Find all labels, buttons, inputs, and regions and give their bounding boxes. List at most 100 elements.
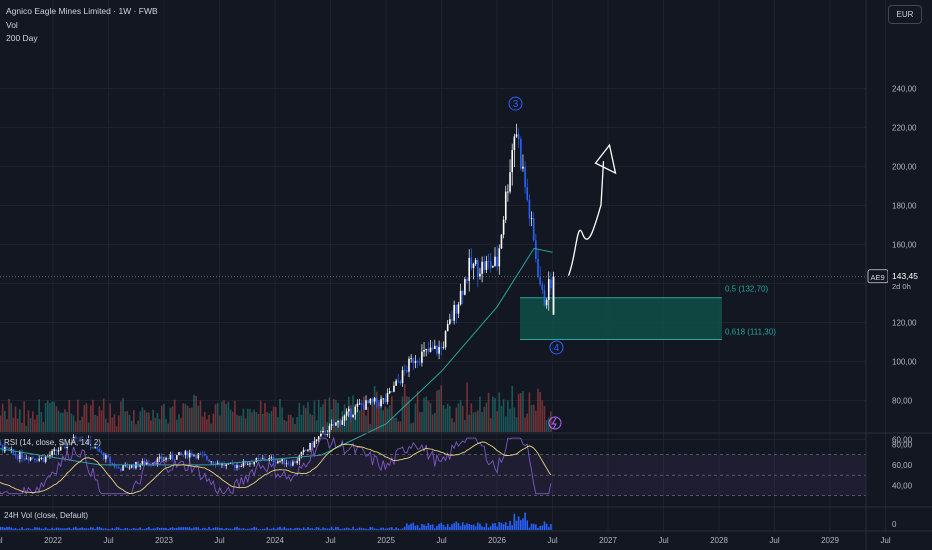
- candle-body: [257, 458, 260, 459]
- candle-body: [328, 425, 331, 435]
- volume-bar: [36, 415, 38, 432]
- vol24h-bar: [167, 528, 169, 530]
- vol24h-bar: [444, 526, 447, 530]
- chart-title[interactable]: Agnico Eagle Mines Limited · 1W · FWB: [6, 6, 158, 16]
- candle-body: [122, 465, 124, 471]
- vol24h-bar: [532, 523, 535, 530]
- volume-bar: [229, 409, 232, 432]
- volume-bar: [492, 396, 494, 432]
- candle-body: [102, 452, 105, 460]
- vol24h-legend[interactable]: 24H Vol (close, Default): [4, 511, 89, 520]
- candle-body: [532, 218, 535, 241]
- time-tick-label: Jul: [0, 536, 3, 545]
- volume-bar: [515, 417, 518, 432]
- volume-bar: [51, 401, 53, 432]
- candle-body: [421, 351, 423, 363]
- candle-body: [477, 260, 479, 277]
- candle-body: [300, 451, 303, 456]
- vol24h-bar: [302, 527, 305, 530]
- candle-body: [137, 461, 139, 467]
- projection-path[interactable]: [567, 161, 605, 276]
- volume-bar: [14, 406, 17, 432]
- vol24h-bar: [408, 525, 410, 530]
- rsi-pane[interactable]: [0, 436, 866, 497]
- candle-body: [100, 451, 103, 453]
- vol24h-bar: [242, 528, 245, 530]
- vol24h-bar: [201, 528, 204, 530]
- candle-body: [154, 462, 157, 465]
- candle-body: [29, 457, 32, 461]
- volume-bar: [236, 414, 238, 432]
- vol24h-pane[interactable]: [0, 512, 552, 530]
- candle-body: [0, 442, 2, 445]
- wave-3-circle[interactable]: [508, 96, 523, 111]
- volume-bar: [455, 407, 458, 432]
- vol24h-bar: [133, 527, 135, 530]
- fib-label-0618: 0,618 (111,30): [725, 327, 776, 336]
- candle-body: [167, 457, 169, 459]
- vol24h-bar: [477, 522, 479, 530]
- price-tick-label: 160,00: [892, 241, 917, 250]
- volume-bar: [128, 414, 131, 432]
- volume-bar: [328, 397, 331, 432]
- candle-body: [408, 358, 410, 372]
- price-tick-label: 60,00: [892, 436, 913, 445]
- candle-body: [500, 234, 503, 249]
- vol24h-bar: [128, 529, 131, 530]
- candle-body: [253, 461, 255, 465]
- vol24h-bar: [438, 523, 440, 530]
- vol24h-bar: [85, 528, 88, 530]
- candle-body: [526, 187, 529, 200]
- vol24h-bar: [322, 527, 324, 530]
- wave-4-circle[interactable]: [549, 340, 564, 355]
- volume-bar: [449, 406, 451, 432]
- volume-bar: [98, 406, 101, 432]
- vol24h-bar: [479, 523, 481, 530]
- volume-bar: [315, 420, 318, 432]
- candle-body: [504, 191, 507, 220]
- candle-body: [251, 463, 253, 465]
- volume-legend[interactable]: Vol: [6, 20, 18, 30]
- vol24h-bar: [100, 527, 103, 530]
- vol24h-bar: [494, 523, 496, 530]
- volume-bar: [62, 412, 64, 432]
- candle-body: [461, 290, 464, 295]
- volume-bar: [31, 411, 34, 432]
- volume-bar: [68, 400, 71, 432]
- volume-bar: [487, 392, 490, 432]
- candle-body: [388, 391, 391, 394]
- vol24h-bar: [102, 528, 105, 530]
- dividend-marker-icon[interactable]: [548, 416, 562, 430]
- fib-zone-rect[interactable]: [520, 297, 722, 340]
- candle-body: [393, 385, 395, 392]
- vol24h-bar: [206, 528, 208, 530]
- volume-bar: [436, 390, 438, 432]
- volume-bar: [285, 421, 288, 432]
- candle-body: [199, 453, 202, 455]
- volume-bar: [225, 404, 228, 432]
- volume-bar: [274, 407, 277, 432]
- vol24h-bar: [130, 528, 133, 530]
- candle-body: [240, 466, 243, 467]
- volume-bar: [494, 398, 496, 432]
- countdown-label: 2d 0h: [892, 282, 911, 291]
- volume-bar: [83, 404, 86, 432]
- candle-body: [397, 380, 400, 382]
- annotations[interactable]: 34: [0, 96, 866, 430]
- candle-body: [444, 331, 447, 348]
- volume-bar: [169, 407, 172, 432]
- volume-bar: [421, 412, 423, 432]
- vol24h-bar: [221, 528, 223, 530]
- candle-body: [313, 441, 316, 448]
- ma-legend[interactable]: 200 Day: [6, 33, 38, 43]
- vol24h-bar: [305, 528, 307, 530]
- rsi-legend[interactable]: RSI (14, close, SMA, 14, 2): [4, 438, 101, 447]
- volume-bar: [29, 418, 32, 432]
- volume-bar: [113, 414, 116, 432]
- candle-body: [249, 463, 251, 465]
- currency-button[interactable]: EUR: [888, 5, 922, 24]
- candle-body: [156, 458, 159, 465]
- candle-body: [109, 457, 111, 463]
- volume-bar: [66, 412, 68, 432]
